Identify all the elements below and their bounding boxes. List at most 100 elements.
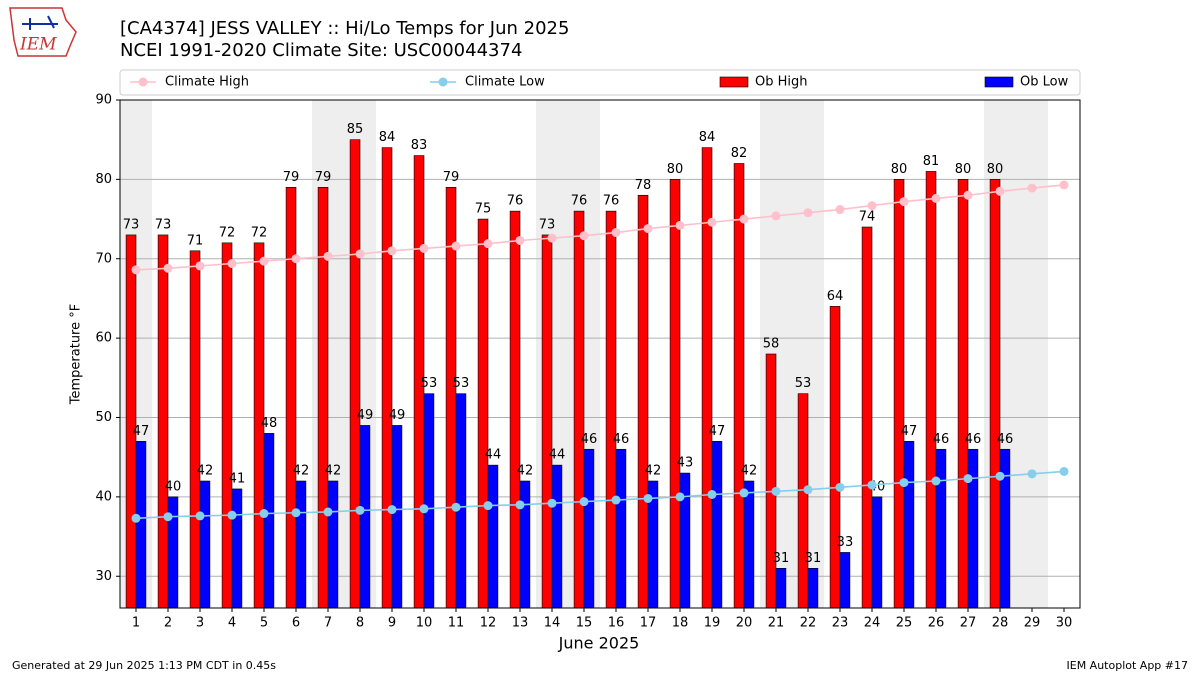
line-marker bbox=[835, 205, 845, 215]
data-label: 84 bbox=[699, 130, 716, 145]
line-marker bbox=[611, 495, 621, 505]
line-marker bbox=[1059, 180, 1069, 190]
data-label: 58 bbox=[763, 337, 780, 352]
bar bbox=[583, 448, 595, 609]
x-tick-label: 13 bbox=[512, 616, 529, 631]
line-marker bbox=[227, 510, 237, 520]
data-label: 44 bbox=[549, 448, 566, 463]
data-label: 83 bbox=[411, 138, 428, 153]
line-marker bbox=[355, 505, 365, 515]
bar bbox=[669, 179, 681, 609]
line-marker bbox=[579, 497, 589, 507]
x-tick-label: 5 bbox=[260, 616, 268, 631]
chart-subtitle: NCEI 1991-2020 Climate Site: USC00044374 bbox=[120, 40, 522, 61]
data-label: 53 bbox=[421, 376, 438, 391]
x-tick-label: 23 bbox=[832, 616, 849, 631]
plot-frame bbox=[119, 99, 1081, 609]
line-marker bbox=[195, 511, 205, 521]
bar bbox=[573, 210, 585, 609]
bar bbox=[807, 568, 819, 609]
line-marker bbox=[963, 474, 973, 484]
line-marker bbox=[899, 478, 909, 488]
bar bbox=[541, 234, 553, 609]
legend-label: Climate Low bbox=[465, 75, 545, 90]
bar bbox=[519, 480, 531, 609]
line-marker bbox=[259, 509, 269, 519]
y-axis-label: Temperature °F bbox=[69, 304, 84, 405]
line-marker bbox=[131, 265, 141, 275]
bar bbox=[935, 448, 947, 609]
line-marker bbox=[483, 501, 493, 511]
x-tick-label: 17 bbox=[640, 616, 657, 631]
bar bbox=[839, 552, 851, 609]
data-label: 73 bbox=[155, 217, 172, 232]
data-label: 84 bbox=[379, 130, 396, 145]
data-label: 46 bbox=[613, 432, 630, 447]
x-tick-label: 1 bbox=[132, 616, 140, 631]
bar bbox=[989, 179, 1001, 609]
x-tick-label: 30 bbox=[1056, 616, 1073, 631]
x-tick-label: 6 bbox=[292, 616, 300, 631]
x-tick-label: 24 bbox=[864, 616, 881, 631]
x-tick-label: 28 bbox=[992, 616, 1009, 631]
line-marker bbox=[355, 249, 365, 259]
line-marker bbox=[899, 197, 909, 207]
x-tick-label: 19 bbox=[704, 616, 721, 631]
data-label: 80 bbox=[667, 162, 684, 177]
bar bbox=[231, 488, 243, 609]
line-marker bbox=[963, 190, 973, 200]
bar bbox=[285, 187, 297, 609]
data-label: 81 bbox=[923, 154, 940, 169]
line-marker bbox=[835, 482, 845, 492]
line-marker bbox=[1059, 466, 1069, 476]
data-label: 47 bbox=[133, 424, 150, 439]
data-label: 79 bbox=[315, 170, 332, 185]
data-label: 42 bbox=[293, 464, 310, 479]
x-tick-label: 18 bbox=[672, 616, 689, 631]
line-marker bbox=[419, 243, 429, 253]
bar bbox=[445, 187, 457, 609]
line-marker bbox=[483, 239, 493, 249]
bar bbox=[861, 226, 873, 609]
footer-right: IEM Autoplot App #17 bbox=[1067, 659, 1189, 672]
line-marker bbox=[547, 498, 557, 508]
line-marker bbox=[291, 508, 301, 518]
x-tick-label: 9 bbox=[388, 616, 396, 631]
x-tick-label: 27 bbox=[960, 616, 977, 631]
data-label: 40 bbox=[165, 479, 182, 494]
bar bbox=[903, 441, 915, 609]
line-marker bbox=[451, 502, 461, 512]
line-marker bbox=[803, 485, 813, 495]
y-tick-label: 90 bbox=[95, 93, 112, 108]
data-label: 44 bbox=[485, 448, 502, 463]
line bbox=[135, 470, 1065, 520]
legend-swatch bbox=[719, 76, 749, 88]
line-marker bbox=[1027, 183, 1037, 193]
bar bbox=[957, 179, 969, 609]
logo-icon bbox=[22, 15, 58, 30]
line-marker bbox=[387, 246, 397, 256]
x-tick-label: 16 bbox=[608, 616, 625, 631]
chart-title: [CA4374] JESS VALLEY :: Hi/Lo Temps for … bbox=[120, 18, 569, 39]
bar bbox=[637, 194, 649, 609]
data-label: 48 bbox=[261, 416, 278, 431]
bar bbox=[477, 218, 489, 609]
bar bbox=[199, 480, 211, 609]
line bbox=[135, 184, 1065, 271]
y-tick-label: 40 bbox=[95, 489, 112, 504]
line-marker bbox=[515, 500, 525, 510]
bar bbox=[797, 393, 809, 609]
x-tick-label: 2 bbox=[164, 616, 172, 631]
data-label: 31 bbox=[805, 551, 822, 566]
data-label: 49 bbox=[357, 408, 374, 423]
y-tick-label: 80 bbox=[95, 172, 112, 187]
bar bbox=[317, 187, 329, 609]
data-label: 75 bbox=[475, 202, 492, 217]
data-label: 47 bbox=[709, 424, 726, 439]
x-tick-label: 12 bbox=[480, 616, 497, 631]
line-marker bbox=[643, 224, 653, 234]
line-marker bbox=[323, 507, 333, 517]
data-label: 71 bbox=[187, 233, 204, 248]
line-marker bbox=[707, 217, 717, 227]
data-label: 42 bbox=[517, 464, 534, 479]
